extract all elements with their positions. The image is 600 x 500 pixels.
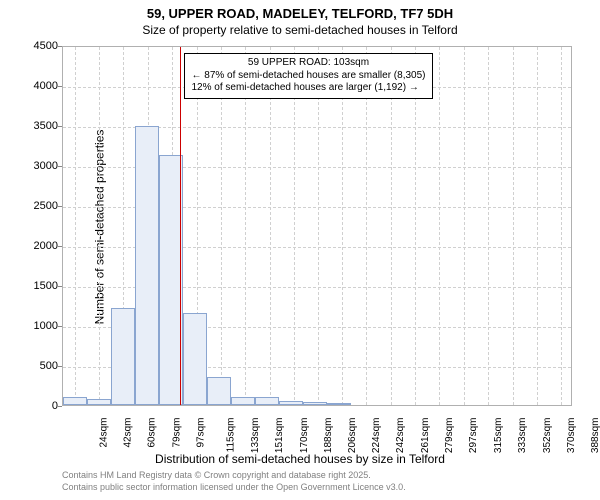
gridline-v <box>75 47 76 405</box>
gridline-v <box>294 47 295 405</box>
x-tick-label: 224sqm <box>371 418 382 454</box>
chart-title-line1: 59, UPPER ROAD, MADELEY, TELFORD, TF7 5D… <box>0 0 600 21</box>
x-tick-label: 79sqm <box>172 418 183 448</box>
marker-line <box>180 47 181 405</box>
histogram-bar <box>63 397 87 405</box>
gridline-v <box>245 47 246 405</box>
gridline-v <box>439 47 440 405</box>
histogram-bar <box>87 399 111 405</box>
y-tick-label: 4500 <box>8 40 58 52</box>
y-tick-label: 2000 <box>8 240 58 252</box>
x-tick-label: 115sqm <box>225 418 236 453</box>
gridline-v <box>391 47 392 405</box>
x-tick-label: 206sqm <box>347 418 358 454</box>
gridline-v <box>99 47 100 405</box>
attribution-line2: Contains public sector information licen… <box>62 482 406 492</box>
x-tick-label: 370sqm <box>566 418 577 454</box>
x-tick-label: 297sqm <box>469 418 480 454</box>
y-tick-label: 1000 <box>8 320 58 332</box>
gridline-v <box>221 47 222 405</box>
gridline-v <box>342 47 343 405</box>
gridline-v <box>415 47 416 405</box>
x-tick-label: 24sqm <box>99 418 110 448</box>
y-tick-label: 3500 <box>8 120 58 132</box>
x-tick-label: 388sqm <box>590 418 600 454</box>
y-tick <box>58 126 62 127</box>
histogram-bar <box>255 397 279 405</box>
gridline-v <box>366 47 367 405</box>
gridline-v <box>464 47 465 405</box>
y-tick <box>58 46 62 47</box>
annotation-line: 12% of semi-detached houses are larger (… <box>191 82 425 95</box>
annotation-line: ← 87% of semi-detached houses are smalle… <box>191 70 425 83</box>
x-tick-label: 170sqm <box>299 418 310 454</box>
annotation-title: 59 UPPER ROAD: 103sqm <box>191 57 425 70</box>
x-tick-label: 97sqm <box>196 418 207 448</box>
x-axis-title: Distribution of semi-detached houses by … <box>0 452 600 466</box>
chart-title-line2: Size of property relative to semi-detach… <box>0 21 600 37</box>
gridline-v <box>561 47 562 405</box>
x-tick-label: 333sqm <box>517 418 528 454</box>
x-tick-label: 151sqm <box>274 418 285 454</box>
y-tick-label: 0 <box>8 400 58 412</box>
histogram-bar <box>111 308 135 405</box>
gridline-v <box>513 47 514 405</box>
x-tick-label: 188sqm <box>323 418 334 454</box>
gridline-v <box>488 47 489 405</box>
histogram-bar <box>135 126 159 405</box>
histogram-bar <box>327 403 351 405</box>
y-tick <box>58 366 62 367</box>
y-tick-label: 1500 <box>8 280 58 292</box>
y-tick <box>58 206 62 207</box>
x-tick-label: 242sqm <box>395 418 406 454</box>
histogram-bar <box>279 401 303 405</box>
x-tick-label: 60sqm <box>147 418 158 448</box>
attribution-line1: Contains HM Land Registry data © Crown c… <box>62 470 371 480</box>
y-tick-label: 500 <box>8 360 58 372</box>
annotation-box: 59 UPPER ROAD: 103sqm← 87% of semi-detac… <box>184 53 432 99</box>
y-tick <box>58 326 62 327</box>
histogram-bar <box>207 377 231 405</box>
y-tick-label: 4000 <box>8 80 58 92</box>
histogram-bar <box>231 397 255 405</box>
gridline-v <box>318 47 319 405</box>
x-tick-label: 279sqm <box>445 418 456 454</box>
y-tick-label: 3000 <box>8 160 58 172</box>
plot-area: 59 UPPER ROAD: 103sqm← 87% of semi-detac… <box>62 46 572 406</box>
y-tick <box>58 286 62 287</box>
gridline-v <box>537 47 538 405</box>
x-tick-label: 42sqm <box>123 418 134 448</box>
histogram-bar <box>303 402 327 405</box>
x-tick-label: 133sqm <box>250 418 261 454</box>
y-tick <box>58 406 62 407</box>
x-tick-label: 261sqm <box>421 418 432 454</box>
histogram-bar <box>183 313 207 405</box>
y-tick <box>58 246 62 247</box>
y-tick <box>58 86 62 87</box>
x-tick-label: 352sqm <box>542 418 553 454</box>
histogram-chart: 59, UPPER ROAD, MADELEY, TELFORD, TF7 5D… <box>0 0 600 500</box>
y-tick <box>58 166 62 167</box>
y-tick-label: 2500 <box>8 200 58 212</box>
gridline-v <box>270 47 271 405</box>
x-tick-label: 315sqm <box>493 418 504 454</box>
